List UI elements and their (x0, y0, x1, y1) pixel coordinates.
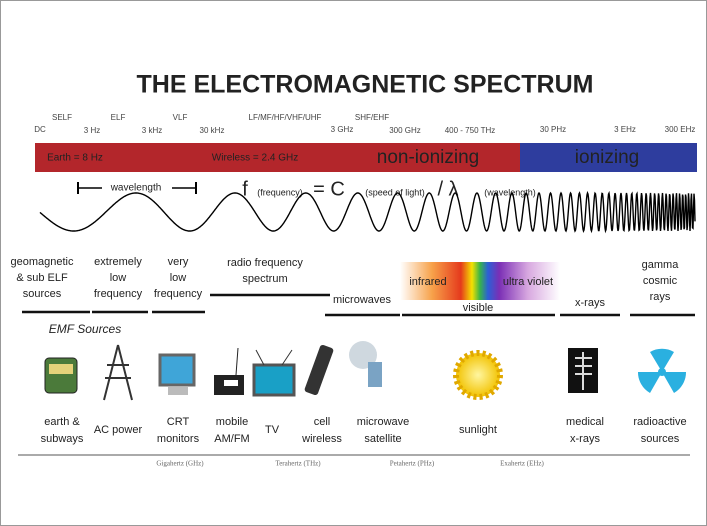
frequency-label: SELF (52, 113, 72, 122)
frequency-label: DC (34, 125, 46, 134)
band-label: cosmic (643, 275, 678, 287)
formula: / λ (437, 178, 458, 200)
bar-label: ionizing (575, 147, 639, 168)
band-label: spectrum (242, 273, 287, 285)
title: THE ELECTROMAGNETIC SPECTRUM (137, 71, 594, 99)
band-label: low (110, 272, 127, 284)
source-label: sources (641, 433, 680, 445)
frequency-label: 3 EHz (614, 125, 636, 134)
bar-label: Earth = 8 Hz (47, 153, 103, 164)
band-label: geomagnetic (11, 256, 74, 268)
frequency-label: 3 GHz (331, 125, 354, 134)
source-label: earth & (44, 416, 80, 428)
frequency-label: VLF (173, 113, 188, 122)
frequency-label: 300 EHz (665, 125, 696, 134)
emf-heading: EMF Sources (49, 322, 121, 336)
band-label: & sub ELF (16, 272, 68, 284)
band-label: rays (650, 291, 671, 303)
band-label: visible (463, 302, 494, 314)
bar-label: Wireless = 2.4 GHz (212, 153, 298, 164)
source-label: monitors (157, 433, 200, 445)
source-label: medical (566, 416, 604, 428)
source-label: x-rays (570, 433, 600, 445)
source-label: AC power (94, 424, 143, 436)
footer-label: Exahertz (EHz) (500, 460, 544, 468)
frequency-label: 3 kHz (142, 126, 162, 135)
footer-label: Petahertz (PHz) (390, 460, 435, 468)
source-label: cell (314, 416, 331, 428)
source-label: subways (41, 433, 84, 445)
frequency-label: 3 Hz (84, 126, 100, 135)
bar-label: non-ionizing (377, 147, 479, 168)
source-label: CRT (167, 416, 190, 428)
frequency-label: 30 PHz (540, 125, 566, 134)
source-label: wireless (301, 433, 342, 445)
band-label: frequency (94, 288, 143, 300)
frequency-label: ELF (111, 113, 126, 122)
band-label: sources (23, 288, 62, 300)
footer-label: Gigahertz (GHz) (156, 460, 204, 468)
source-label: satellite (364, 433, 401, 445)
band-label: low (170, 272, 187, 284)
frequency-label: 300 GHz (389, 126, 421, 135)
band-label: ultra violet (503, 276, 553, 288)
band-label: gamma (642, 259, 680, 271)
band-label: frequency (154, 288, 203, 300)
source-label: mobile (216, 416, 248, 428)
source-label: sunlight (459, 424, 497, 436)
band-label: very (168, 256, 189, 268)
source-label: radioactive (633, 416, 686, 428)
wavelength-label: wavelength (110, 183, 162, 194)
frequency-label: LF/MF/HF/VHF/UHF (249, 113, 322, 122)
source-label: microwave (357, 416, 410, 428)
band-label: x-rays (575, 297, 605, 309)
frequency-label: 30 kHz (200, 126, 225, 135)
formula: (frequency) (257, 187, 303, 197)
frequency-label: SHF/EHF (355, 113, 389, 122)
band-label: infrared (409, 276, 446, 288)
frequency-label: 400 - 750 THz (445, 126, 496, 135)
band-label: extremely (94, 256, 142, 268)
source-label: TV (265, 424, 280, 436)
page: THE ELECTROMAGNETIC SPECTRUM Earth = 8 H… (0, 0, 707, 526)
band-label: microwaves (333, 294, 392, 306)
source-label: AM/FM (214, 433, 249, 445)
band-label: radio frequency (227, 257, 303, 269)
formula: = C (313, 178, 345, 200)
footer-label: Terahertz (THz) (275, 460, 321, 468)
